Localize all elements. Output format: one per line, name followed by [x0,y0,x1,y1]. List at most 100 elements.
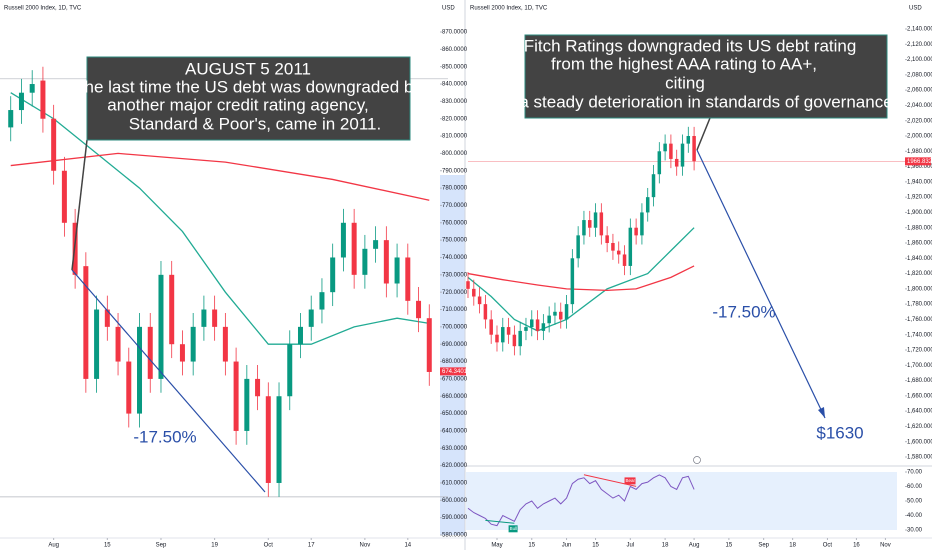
annotation-line: AUGUST 5 2011 [185,59,311,78]
annotation-box [86,56,411,141]
event-icon [693,456,701,464]
candle-body [29,84,35,93]
candle-body [489,319,493,335]
y-tick-label: 60.00 [907,484,923,490]
bear-line [583,474,637,487]
candle-body [483,304,488,320]
candle-body [645,197,650,213]
x-tick-label: May [491,543,502,549]
candle-body [61,170,67,223]
y-tick-label: 720.0000 [442,290,468,296]
x-tick-label: Nov [880,543,891,549]
candle-body [674,158,679,167]
candle-body [622,254,627,266]
x-tick-label: Oct [264,543,274,549]
currency: USD [442,6,455,12]
annotation-line: Fitch Ratings downgraded its US debt rat… [524,36,857,55]
candle-body [495,334,499,343]
x-tick-label: 19 [211,543,218,549]
candle-body [472,288,476,297]
candle-body [265,396,271,483]
y-tick-label: 2,000.0000 [907,134,932,140]
annotation-box [524,34,888,119]
candle-body [518,330,522,347]
y-tick-label: 1,600.0000 [907,439,932,445]
y-tick-label: 1,920.0000 [907,195,932,201]
symbol-title: Russell 2000 Index, 1D, TVC [4,6,82,12]
y-tick-label: 2,120.0000 [907,42,932,48]
x-tick-label: Jun [562,543,572,549]
candle-body [640,212,644,236]
candle-body [362,248,368,275]
last-price-tag [440,367,466,376]
y-tick-label: 740.0000 [442,255,468,261]
candle-body [158,274,164,379]
candle-body [383,240,389,284]
y-tick-label: 1,680.0000 [907,378,932,384]
annotation-line: Standard & Poor's, came in 2011. [129,114,381,133]
candle-body [599,212,604,236]
candle-body [506,327,511,335]
candle-body [8,110,14,128]
candle-body [416,300,422,319]
moving-average [10,92,430,345]
x-tick-label: Aug [48,543,59,549]
y-tick-label: 50.00 [907,499,923,505]
y-tick-label: 660.0000 [442,394,468,400]
y-tick-label: 590.0000 [442,515,468,521]
y-tick-label: 750.0000 [442,238,468,244]
candle-body [18,92,24,111]
bull-line [485,519,515,524]
candle-body [564,304,569,320]
currency: USD [909,6,922,12]
y-tick-label: 1,820.0000 [907,271,932,277]
x-tick-label: 18 [662,543,669,549]
y-tick-label: 800.0000 [442,151,468,157]
y-tick-label: 870.0000 [442,30,468,36]
y-tick-label: 690.0000 [442,342,468,348]
candle-body [686,136,691,144]
annotation-line: from the highest AAA rating to AA+, [551,54,817,73]
change-label: -17.50% [133,427,196,446]
x-tick-label: 16 [853,543,860,549]
candle-body [190,326,196,362]
arrow-head [818,407,825,418]
y-tick-label: 650.0000 [442,411,468,417]
candle-body [669,143,673,159]
candle-body [663,143,667,152]
y-tick-label: 580.0000 [442,533,468,539]
candle-body [576,235,580,259]
candle-body [179,344,185,362]
candle-body [547,315,551,324]
candle-body [351,222,357,275]
candle-body [651,174,656,198]
y-tick-label: 2,040.0000 [907,103,932,109]
arrow [71,269,266,493]
candle-body [616,250,621,255]
candle-body [582,220,586,236]
candle-body [51,118,57,171]
y-tick-label: 600.0000 [442,498,468,504]
y-tick-label: 640.0000 [442,429,468,435]
x-tick-label: 15 [726,543,733,549]
candle-body [244,378,250,431]
y-tick-label: 1,980.0000 [907,149,932,155]
candle-body [426,318,432,372]
arrow [696,149,826,419]
y-tick-label: 40.00 [907,513,923,519]
y-tick-label: 1,580.0000 [907,455,932,461]
x-tick-label: Aug [689,543,700,549]
y-tick-label: 850.0000 [442,64,468,70]
marks: 580.0000 590.0000 600.0000 610.0000 620.0000… [0,27,932,549]
bear-tag [624,477,636,485]
candle-body [570,258,575,305]
y-tick-label: 2,140.0000 [907,27,932,33]
last-price-label: 1966.8324 [907,159,932,165]
moving-average [10,152,430,201]
candle-body [233,361,239,431]
candle-body [501,327,505,343]
annotation-line: “a steady deterioration in standards of … [514,92,899,111]
candle-body [634,227,638,236]
y-tick-label: 610.0000 [442,481,468,487]
y-tick-label: 820.0000 [442,116,468,122]
